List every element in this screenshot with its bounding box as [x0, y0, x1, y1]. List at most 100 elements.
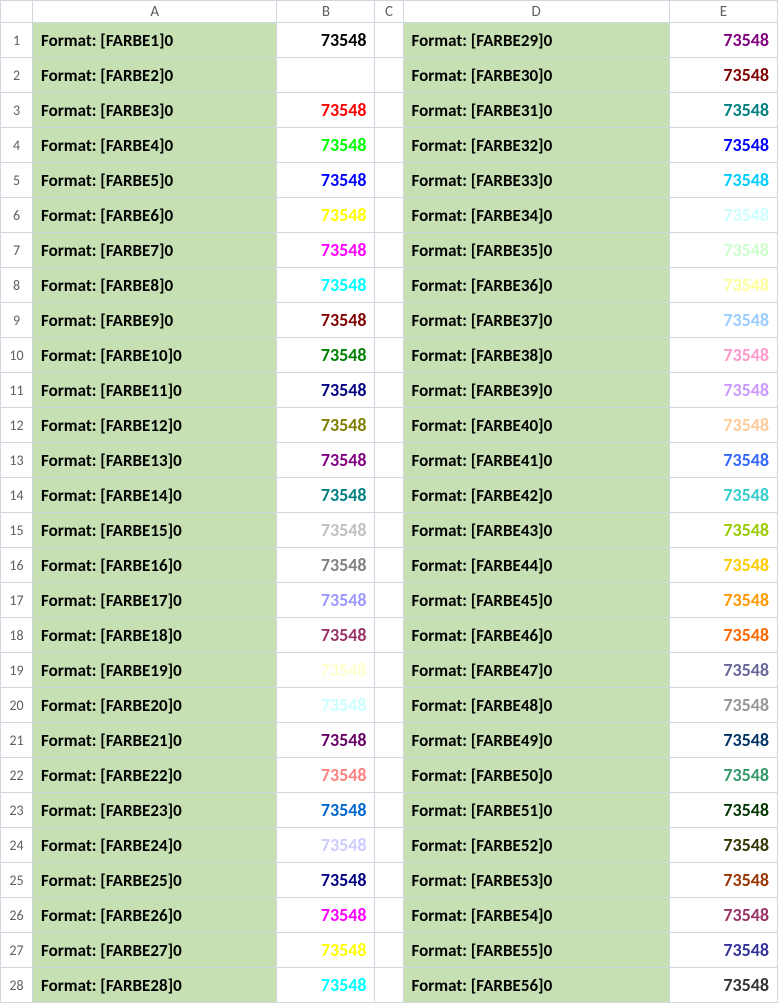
format-label-cell[interactable]: Format: [FARBE47]0 [403, 653, 669, 688]
spacer-cell[interactable] [375, 513, 403, 548]
color-value-cell[interactable]: 73548 [277, 408, 375, 443]
format-label-cell[interactable]: Format: [FARBE49]0 [403, 723, 669, 758]
color-value-cell[interactable]: 73548 [669, 23, 777, 58]
color-value-cell[interactable]: 73548 [277, 758, 375, 793]
color-value-cell[interactable]: 73548 [669, 513, 777, 548]
color-value-cell[interactable]: 73548 [277, 583, 375, 618]
color-value-cell[interactable]: 73548 [277, 128, 375, 163]
color-value-cell[interactable]: 73548 [277, 653, 375, 688]
format-label-cell[interactable]: Format: [FARBE32]0 [403, 128, 669, 163]
format-label-cell[interactable]: Format: [FARBE9]0 [33, 303, 277, 338]
color-value-cell[interactable]: 73548 [669, 863, 777, 898]
color-value-cell[interactable]: 73548 [669, 303, 777, 338]
row-header[interactable]: 16 [1, 548, 33, 583]
format-label-cell[interactable]: Format: [FARBE15]0 [33, 513, 277, 548]
row-header[interactable]: 5 [1, 163, 33, 198]
color-value-cell[interactable]: 73548 [277, 688, 375, 723]
row-header[interactable]: 11 [1, 373, 33, 408]
color-value-cell[interactable]: 73548 [669, 443, 777, 478]
color-value-cell[interactable]: 73548 [669, 618, 777, 653]
color-value-cell[interactable]: 73548 [277, 793, 375, 828]
format-label-cell[interactable]: Format: [FARBE38]0 [403, 338, 669, 373]
format-label-cell[interactable]: Format: [FARBE39]0 [403, 373, 669, 408]
format-label-cell[interactable]: Format: [FARBE31]0 [403, 93, 669, 128]
color-value-cell[interactable]: 73548 [277, 198, 375, 233]
color-value-cell[interactable]: 73548 [669, 268, 777, 303]
color-value-cell[interactable]: 73548 [277, 513, 375, 548]
format-label-cell[interactable]: Format: [FARBE14]0 [33, 478, 277, 513]
format-label-cell[interactable]: Format: [FARBE50]0 [403, 758, 669, 793]
spacer-cell[interactable] [375, 408, 403, 443]
format-label-cell[interactable]: Format: [FARBE1]0 [33, 23, 277, 58]
spacer-cell[interactable] [375, 548, 403, 583]
format-label-cell[interactable]: Format: [FARBE8]0 [33, 268, 277, 303]
color-value-cell[interactable]: 73548 [669, 198, 777, 233]
format-label-cell[interactable]: Format: [FARBE55]0 [403, 933, 669, 968]
format-label-cell[interactable]: Format: [FARBE37]0 [403, 303, 669, 338]
format-label-cell[interactable]: Format: [FARBE21]0 [33, 723, 277, 758]
color-value-cell[interactable]: 73548 [669, 93, 777, 128]
format-label-cell[interactable]: Format: [FARBE46]0 [403, 618, 669, 653]
row-header[interactable]: 4 [1, 128, 33, 163]
row-header[interactable]: 23 [1, 793, 33, 828]
spacer-cell[interactable] [375, 478, 403, 513]
format-label-cell[interactable]: Format: [FARBE26]0 [33, 898, 277, 933]
color-value-cell[interactable]: 73548 [669, 338, 777, 373]
format-label-cell[interactable]: Format: [FARBE25]0 [33, 863, 277, 898]
color-value-cell[interactable]: 73548 [277, 618, 375, 653]
spacer-cell[interactable] [375, 898, 403, 933]
color-value-cell[interactable]: 73548 [277, 968, 375, 1003]
spacer-cell[interactable] [375, 128, 403, 163]
row-header[interactable]: 1 [1, 23, 33, 58]
format-label-cell[interactable]: Format: [FARBE33]0 [403, 163, 669, 198]
color-value-cell[interactable]: 73548 [669, 898, 777, 933]
color-value-cell[interactable]: 73548 [277, 828, 375, 863]
spacer-cell[interactable] [375, 198, 403, 233]
color-value-cell[interactable]: 73548 [669, 233, 777, 268]
color-value-cell[interactable]: 73548 [669, 408, 777, 443]
format-label-cell[interactable]: Format: [FARBE41]0 [403, 443, 669, 478]
format-label-cell[interactable]: Format: [FARBE52]0 [403, 828, 669, 863]
color-value-cell[interactable]: 73548 [277, 23, 375, 58]
format-label-cell[interactable]: Format: [FARBE30]0 [403, 58, 669, 93]
format-label-cell[interactable]: Format: [FARBE12]0 [33, 408, 277, 443]
format-label-cell[interactable]: Format: [FARBE19]0 [33, 653, 277, 688]
format-label-cell[interactable]: Format: [FARBE48]0 [403, 688, 669, 723]
color-value-cell[interactable]: 73548 [277, 723, 375, 758]
spacer-cell[interactable] [375, 268, 403, 303]
color-value-cell[interactable]: 73548 [277, 548, 375, 583]
col-header-D[interactable]: D [403, 1, 669, 23]
row-header[interactable]: 26 [1, 898, 33, 933]
color-value-cell[interactable]: 73548 [669, 723, 777, 758]
format-label-cell[interactable]: Format: [FARBE22]0 [33, 758, 277, 793]
format-label-cell[interactable]: Format: [FARBE18]0 [33, 618, 277, 653]
col-header-A[interactable]: A [33, 1, 277, 23]
spacer-cell[interactable] [375, 303, 403, 338]
format-label-cell[interactable]: Format: [FARBE34]0 [403, 198, 669, 233]
color-value-cell[interactable]: 73548 [277, 303, 375, 338]
row-header[interactable]: 7 [1, 233, 33, 268]
row-header[interactable]: 22 [1, 758, 33, 793]
color-value-cell[interactable]: 73548 [669, 793, 777, 828]
row-header[interactable]: 17 [1, 583, 33, 618]
color-value-cell[interactable]: 73548 [277, 163, 375, 198]
spacer-cell[interactable] [375, 758, 403, 793]
row-header[interactable]: 2 [1, 58, 33, 93]
color-value-cell[interactable]: 73548 [669, 548, 777, 583]
spacer-cell[interactable] [375, 968, 403, 1003]
row-header[interactable]: 6 [1, 198, 33, 233]
format-label-cell[interactable]: Format: [FARBE36]0 [403, 268, 669, 303]
color-value-cell[interactable]: 73548 [277, 478, 375, 513]
col-header-E[interactable]: E [669, 1, 777, 23]
color-value-cell[interactable]: 73548 [669, 583, 777, 618]
row-header[interactable]: 27 [1, 933, 33, 968]
row-header[interactable]: 9 [1, 303, 33, 338]
spreadsheet-grid[interactable]: A B C D E 1Format: [FARBE1]073548Format:… [0, 0, 778, 1003]
spacer-cell[interactable] [375, 93, 403, 128]
color-value-cell[interactable]: 73548 [277, 373, 375, 408]
color-value-cell[interactable]: 73548 [669, 128, 777, 163]
format-label-cell[interactable]: Format: [FARBE29]0 [403, 23, 669, 58]
color-value-cell[interactable]: 73548 [669, 163, 777, 198]
color-value-cell[interactable]: 73548 [669, 758, 777, 793]
color-value-cell[interactable]: 73548 [669, 968, 777, 1003]
